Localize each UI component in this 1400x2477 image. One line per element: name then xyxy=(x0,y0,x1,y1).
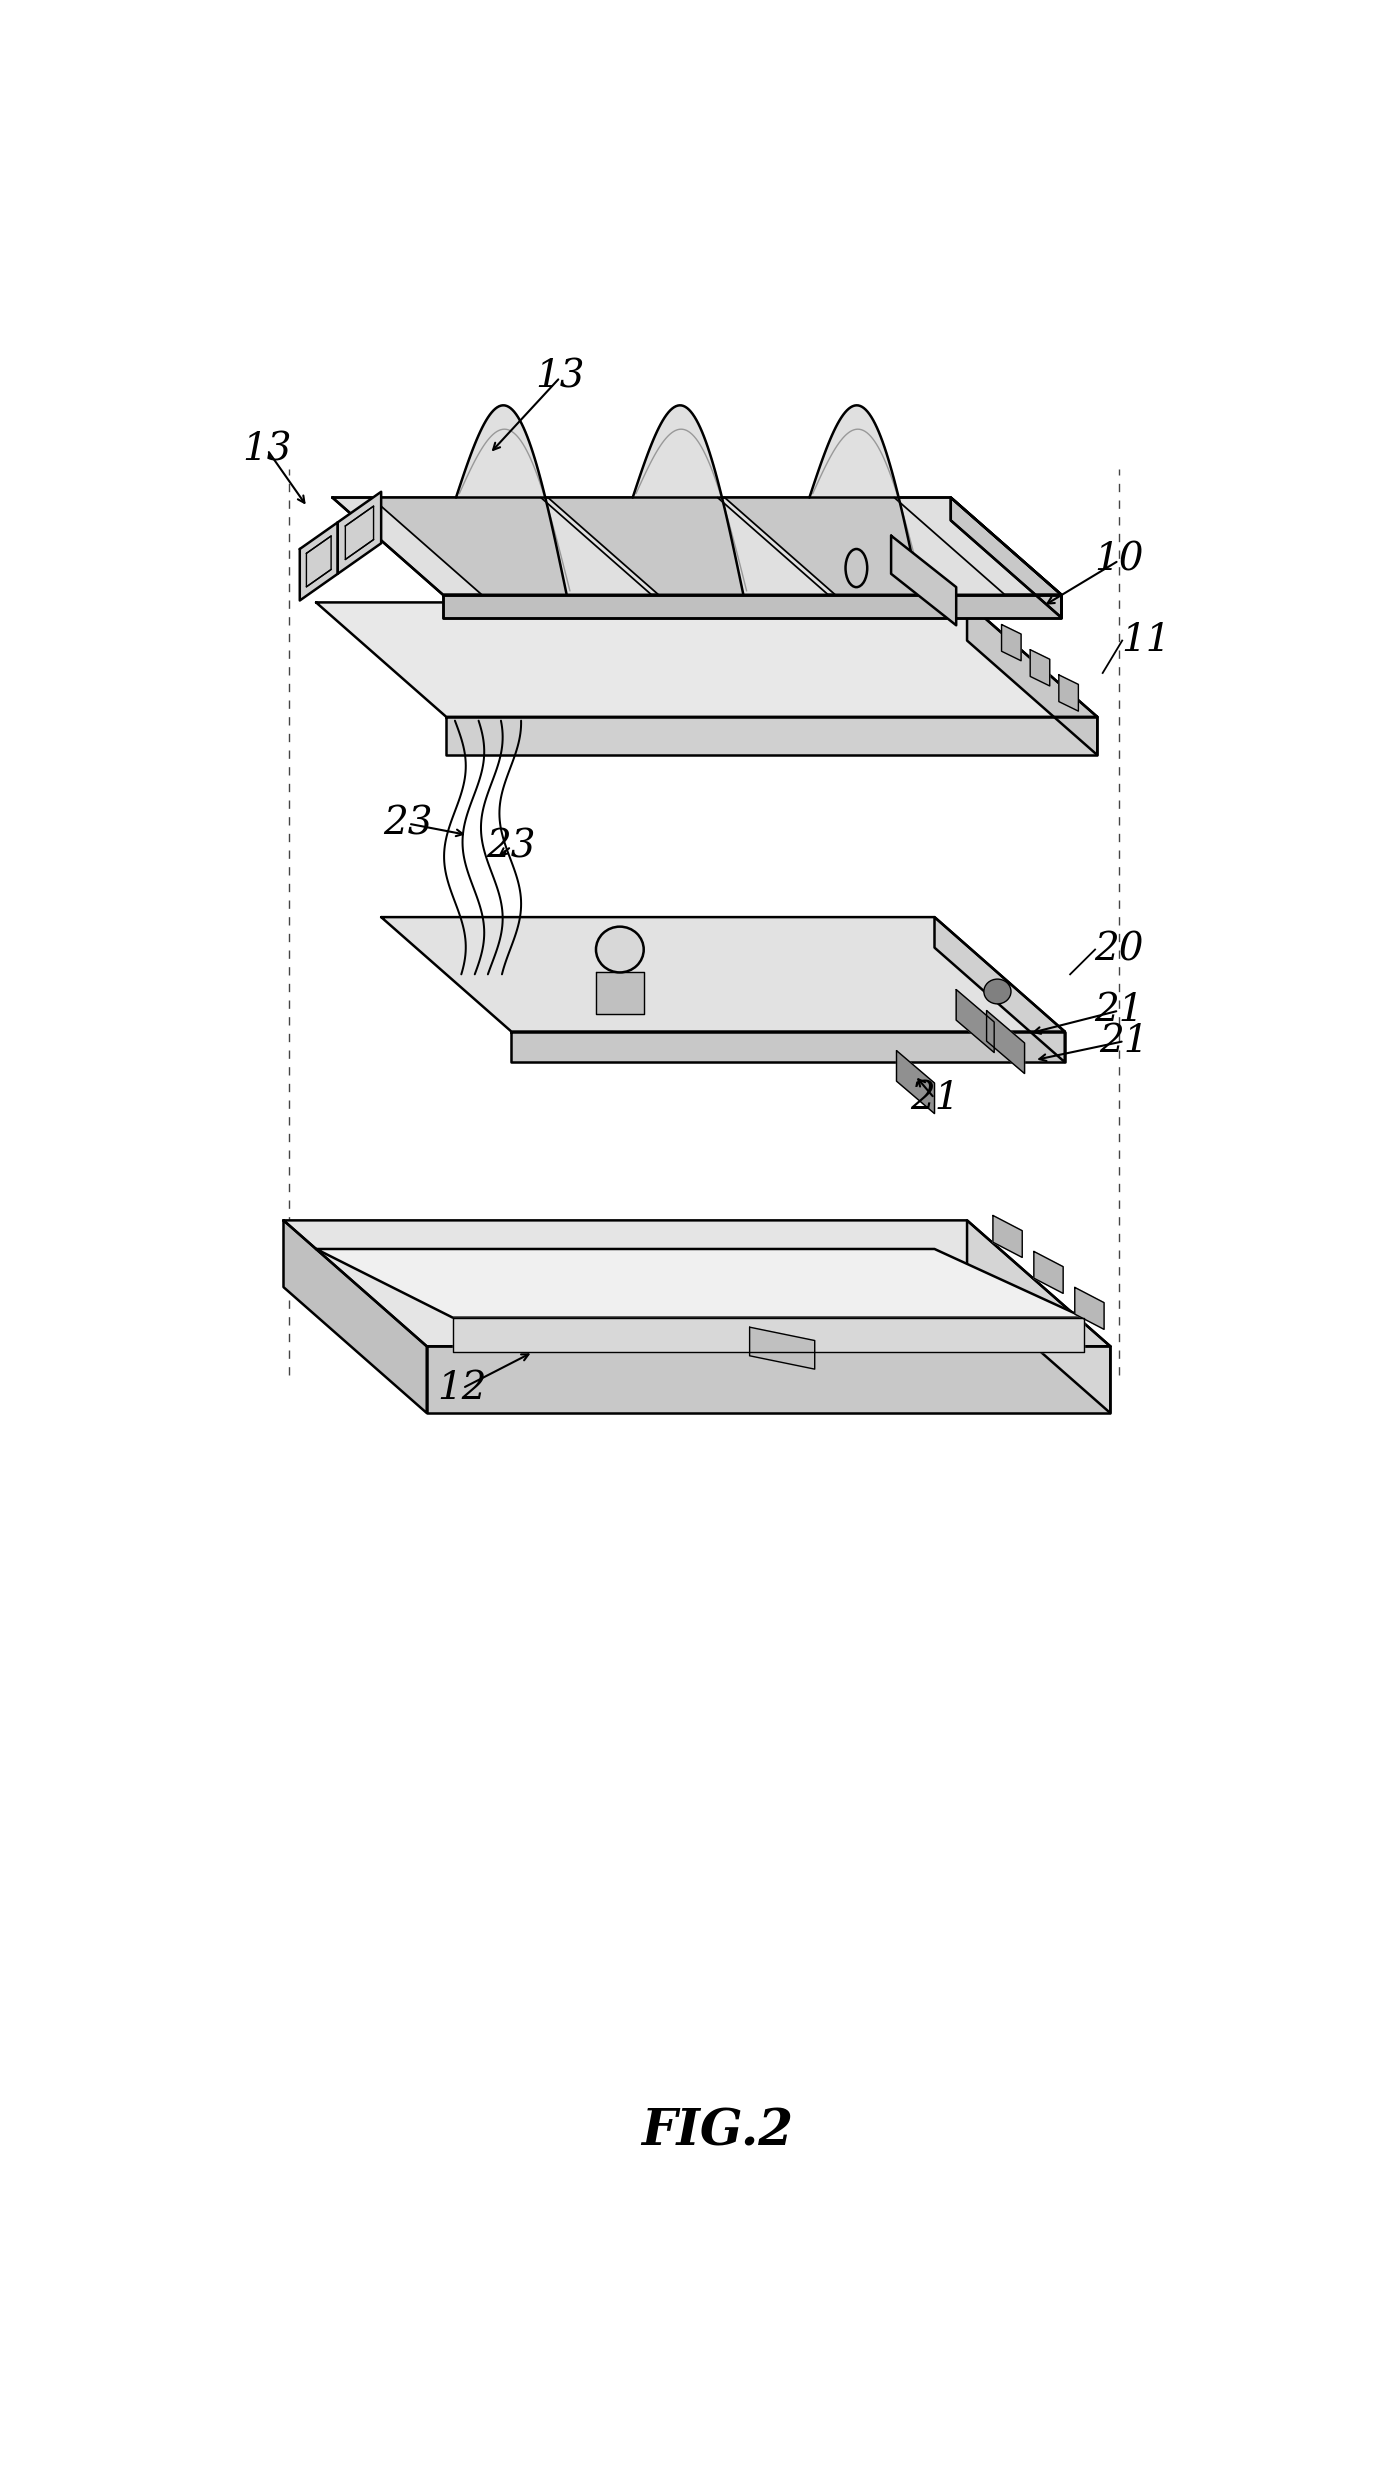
Text: 21: 21 xyxy=(910,1080,959,1117)
Polygon shape xyxy=(956,991,994,1053)
Polygon shape xyxy=(442,594,1061,617)
Polygon shape xyxy=(332,498,1061,594)
Polygon shape xyxy=(967,1221,1110,1412)
Polygon shape xyxy=(993,1216,1022,1258)
Text: 20: 20 xyxy=(1095,931,1144,969)
Polygon shape xyxy=(300,523,337,599)
Polygon shape xyxy=(725,406,920,594)
Text: 21: 21 xyxy=(1095,993,1144,1028)
Polygon shape xyxy=(316,602,1098,716)
Polygon shape xyxy=(1030,649,1050,686)
Polygon shape xyxy=(1058,674,1078,711)
Polygon shape xyxy=(1033,1251,1063,1293)
Polygon shape xyxy=(447,716,1098,755)
Polygon shape xyxy=(427,1347,1110,1412)
Text: 21: 21 xyxy=(1099,1023,1149,1060)
Polygon shape xyxy=(316,1248,1084,1318)
Polygon shape xyxy=(809,406,1005,594)
Polygon shape xyxy=(452,1318,1084,1352)
Polygon shape xyxy=(1075,1288,1105,1330)
Polygon shape xyxy=(547,406,743,594)
Polygon shape xyxy=(283,1221,1110,1347)
Text: 13: 13 xyxy=(242,431,293,468)
Polygon shape xyxy=(371,406,567,594)
Text: 12: 12 xyxy=(438,1370,487,1407)
Polygon shape xyxy=(935,916,1064,1063)
Polygon shape xyxy=(951,498,1061,617)
Polygon shape xyxy=(456,406,651,594)
Ellipse shape xyxy=(596,926,644,973)
Text: 11: 11 xyxy=(1121,622,1170,659)
Text: 23: 23 xyxy=(487,827,536,864)
Polygon shape xyxy=(967,602,1098,755)
Text: 13: 13 xyxy=(535,359,585,396)
Polygon shape xyxy=(633,406,829,594)
Polygon shape xyxy=(381,916,1064,1030)
Polygon shape xyxy=(596,973,644,1016)
Polygon shape xyxy=(1001,624,1021,661)
Polygon shape xyxy=(283,1221,427,1412)
Text: 23: 23 xyxy=(384,805,433,842)
Polygon shape xyxy=(749,1328,815,1370)
Text: FIG.2: FIG.2 xyxy=(641,2108,794,2157)
Polygon shape xyxy=(337,493,381,575)
Polygon shape xyxy=(511,1030,1064,1063)
Polygon shape xyxy=(896,1050,935,1115)
Polygon shape xyxy=(987,1011,1025,1073)
Ellipse shape xyxy=(984,978,1011,1003)
Text: 10: 10 xyxy=(1095,542,1144,580)
Polygon shape xyxy=(892,535,956,624)
